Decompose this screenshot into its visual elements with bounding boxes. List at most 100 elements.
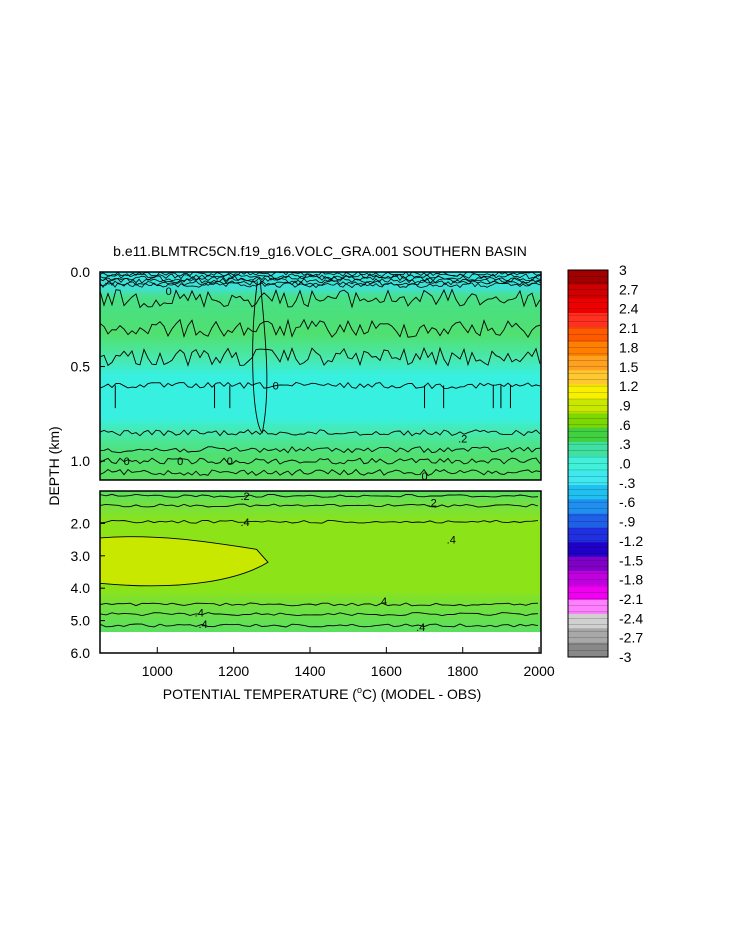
colorbar-label: -2.4 xyxy=(619,610,643,626)
contour-label: .2 xyxy=(240,491,249,503)
contour-line xyxy=(100,457,541,465)
colorbar-label: 3 xyxy=(619,262,627,278)
contour-label: .4 xyxy=(447,535,456,547)
upper-panel-frame xyxy=(99,271,542,481)
x-axis-label-prefix: POTENTIAL TEMPERATURE ( xyxy=(163,686,358,702)
contour-label: .2 xyxy=(458,433,467,445)
high-value-region xyxy=(100,536,269,587)
colorbar-label: 1.8 xyxy=(619,339,639,355)
y-tick-label: 0.5 xyxy=(71,359,91,375)
lower-panel xyxy=(99,490,542,654)
contour-label: .4 xyxy=(195,608,204,620)
colorbar-swatch xyxy=(568,284,608,300)
contour-label: 0 xyxy=(273,380,279,392)
contour-label: .4 xyxy=(416,622,425,634)
x-tick-label: 1000 xyxy=(142,663,173,679)
contour-line xyxy=(100,275,541,282)
contour-line xyxy=(100,282,541,289)
contour-line xyxy=(100,288,541,309)
colorbar-label: -2.1 xyxy=(619,591,643,607)
colorbar-swatch xyxy=(568,614,608,629)
colorbar-swatch xyxy=(568,399,608,414)
colorbar-swatch xyxy=(568,270,608,285)
contour-line xyxy=(252,281,268,434)
chart-title: b.e11.BLMTRC5CN.f19_g16.VOLC_GRA.001 SOU… xyxy=(113,243,527,259)
colorbar-label: -.6 xyxy=(619,494,636,510)
contour-label: 0 xyxy=(227,456,233,468)
colorbar-swatch xyxy=(568,542,608,558)
lower-contour-lines xyxy=(100,493,539,628)
contour-label: .2 xyxy=(428,497,437,509)
contour-line xyxy=(100,612,539,617)
colorbar-label: -.9 xyxy=(619,514,636,530)
colorbar-label: -.3 xyxy=(619,475,636,491)
contour-line xyxy=(100,623,539,628)
colorbar-swatch xyxy=(568,341,608,357)
x-axis-label-superscript: o xyxy=(357,685,362,695)
contour-line xyxy=(100,493,539,498)
upper-panel-field xyxy=(100,272,541,480)
colorbar-swatch xyxy=(568,470,608,486)
colorbar-label: -1.5 xyxy=(619,552,643,568)
colorbar-label: .6 xyxy=(619,417,631,433)
x-tick-label: 1600 xyxy=(371,663,402,679)
colorbar-swatch xyxy=(568,642,608,658)
x-tick-label: 1800 xyxy=(447,663,478,679)
colorbar-swatch xyxy=(568,571,608,586)
contour-line xyxy=(100,468,541,476)
x-axis-label: POTENTIAL TEMPERATURE (oC) (MODEL - OBS) xyxy=(163,685,482,702)
contour-label: 0 xyxy=(421,471,427,483)
colorbar-label: .9 xyxy=(619,397,631,413)
contour-label: 0 xyxy=(166,286,172,298)
contour-labels: 00.20 0 00.2.2.4.4.4.4.4.4 xyxy=(124,286,468,634)
y-tick-label: 2.0 xyxy=(71,515,91,531)
colorbar-label: .3 xyxy=(619,436,631,452)
contour-line xyxy=(100,503,539,508)
upper-contour-lines xyxy=(100,272,541,476)
contour-line xyxy=(100,273,541,280)
colorbar-swatch xyxy=(568,628,608,644)
y-tick-label: 6.0 xyxy=(71,645,91,661)
contour-label: .4 xyxy=(240,517,249,529)
contour-line xyxy=(100,381,541,390)
y-tick-label: 1.0 xyxy=(71,453,91,469)
contour-label: 0 xyxy=(124,456,130,468)
y-tick-label: 3.0 xyxy=(71,548,91,564)
colorbar-label: -2.7 xyxy=(619,630,643,646)
colorbar-frame xyxy=(567,269,609,658)
colorbar-label: 2.7 xyxy=(619,281,639,297)
contour-line xyxy=(100,446,541,454)
lower-panel-frame xyxy=(99,490,542,654)
contour-line xyxy=(100,346,541,367)
y-tick-label: 5.0 xyxy=(71,613,91,629)
x-axis-label-suffix: C) (MODEL - OBS) xyxy=(362,686,481,702)
colorbar-label: 1.2 xyxy=(619,378,639,394)
contour-line xyxy=(100,318,541,339)
colorbar-label: -3 xyxy=(619,649,632,665)
colorbar-label: -1.2 xyxy=(619,533,643,549)
contour-line xyxy=(100,277,541,284)
contour-line xyxy=(100,602,539,607)
no-data-region xyxy=(100,633,541,653)
upper-panel xyxy=(99,271,542,481)
contour-line xyxy=(100,279,541,287)
x-axis-ticks: 1000 1200 1400 1600 1800 2000 xyxy=(142,647,555,679)
colorbar-label: 1.5 xyxy=(619,359,639,375)
contour-label: 0 xyxy=(177,456,183,468)
colorbar-swatch xyxy=(568,513,608,529)
colorbar-swatch xyxy=(568,499,608,515)
colorbar-swatch xyxy=(568,313,608,328)
colorbar-swatch xyxy=(568,370,608,386)
x-tick-label: 2000 xyxy=(524,663,555,679)
colorbar-swatch xyxy=(568,528,608,543)
colorbar-swatch xyxy=(568,427,608,443)
colorbar-label: 2.4 xyxy=(619,301,639,317)
colorbar-swatch xyxy=(568,599,608,615)
colorbar-legend: 3 2.7 2.4 2.1 1.8 1.5 1.2 .9 .6 .3 .0 -.3 -.6 -.9 -1.2… xyxy=(567,262,643,665)
colorbar-swatch xyxy=(568,298,608,314)
colorbar-swatch xyxy=(568,442,608,457)
colorbar-label: 2.1 xyxy=(619,320,639,336)
x-tick-label: 1400 xyxy=(294,663,325,679)
